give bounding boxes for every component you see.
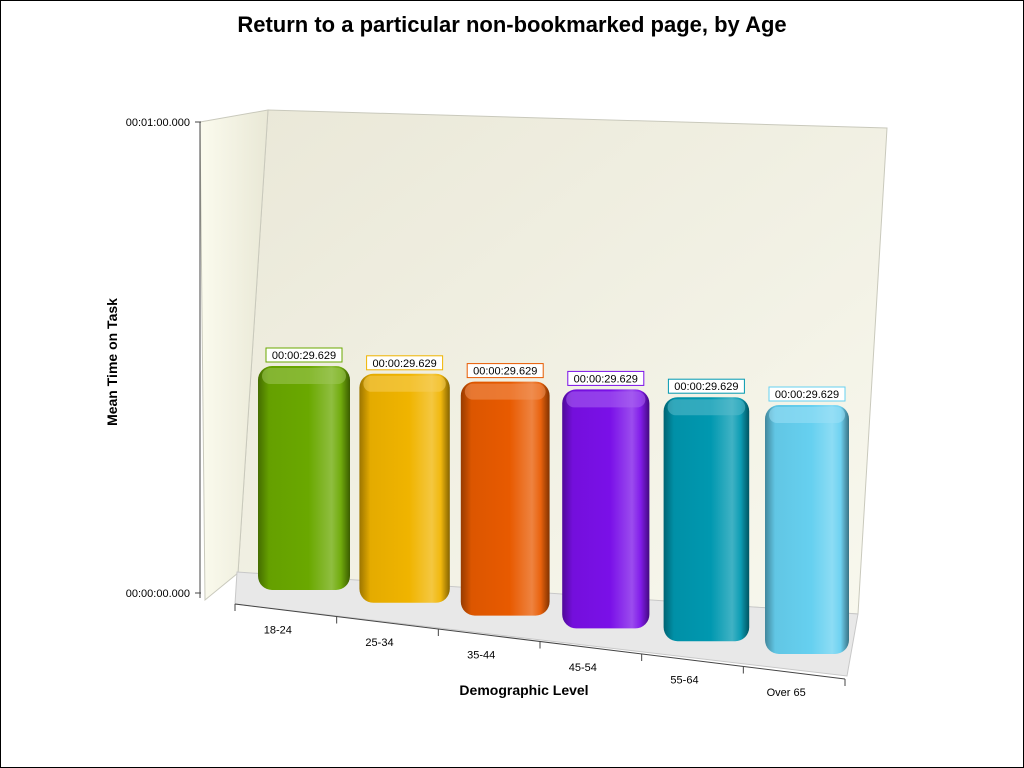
x-tick-label: 45-54: [569, 662, 597, 674]
bar-highlight: [667, 399, 746, 416]
bar-group-55-64: 00:00:29.629: [663, 378, 750, 642]
bar: [460, 381, 550, 616]
x-tick-label: 18-24: [264, 624, 292, 636]
bar-highlight: [363, 375, 446, 392]
data-label-box: [567, 370, 645, 386]
x-tick-label: 55-64: [670, 674, 698, 686]
data-label-box: [265, 347, 343, 363]
bar-highlight: [566, 391, 646, 408]
bar-group-over-65: 00:00:29.629: [765, 386, 849, 654]
data-label-box: [768, 386, 846, 402]
y-axis-label: Mean Time on Task: [104, 298, 120, 426]
bar: [359, 373, 450, 603]
chart-axes: 00:00:00.000 00:01:00.000 18-24 25-34 35-44 4…: [126, 117, 846, 699]
data-label-box: [466, 363, 544, 379]
x-tick-label: Over 65: [767, 687, 806, 699]
bar-group-45-54: 00:00:29.629: [562, 370, 650, 629]
data-label: 00:00:29.629: [473, 366, 537, 378]
chart-title: Return to a particular non-bookmarked pa…: [237, 12, 787, 37]
chart-bars: 00:00:29.629 00:00:29.629 00:00:29.629 00:0…: [258, 347, 849, 654]
data-label: 00:00:29.629: [775, 389, 839, 401]
y-tick-label: 00:01:00.000: [126, 117, 190, 129]
bar: [258, 366, 350, 590]
bar-group-25-34: 00:00:29.629: [359, 355, 450, 603]
bar-highlight: [769, 407, 845, 423]
bar-highlight: [464, 383, 546, 400]
bar-group-35-44: 00:00:29.629: [460, 363, 550, 616]
x-axis-label: Demographic Level: [459, 682, 588, 698]
x-tick-label: 25-34: [365, 637, 393, 649]
bar: [562, 389, 650, 629]
bar-group-18-24: 00:00:29.629: [258, 347, 350, 590]
y-tick-label: 00:00:00.000: [126, 588, 190, 600]
bar: [663, 397, 750, 642]
bar: [765, 405, 849, 654]
data-label: 00:00:29.629: [372, 358, 436, 370]
data-label: 00:00:29.629: [272, 350, 336, 362]
bar-highlight: [262, 368, 346, 384]
data-label-box: [366, 355, 444, 371]
data-label-box: [667, 378, 745, 394]
x-tick-label: 35-44: [467, 649, 495, 661]
data-label: 00:00:29.629: [574, 373, 638, 385]
data-label: 00:00:29.629: [674, 381, 738, 393]
